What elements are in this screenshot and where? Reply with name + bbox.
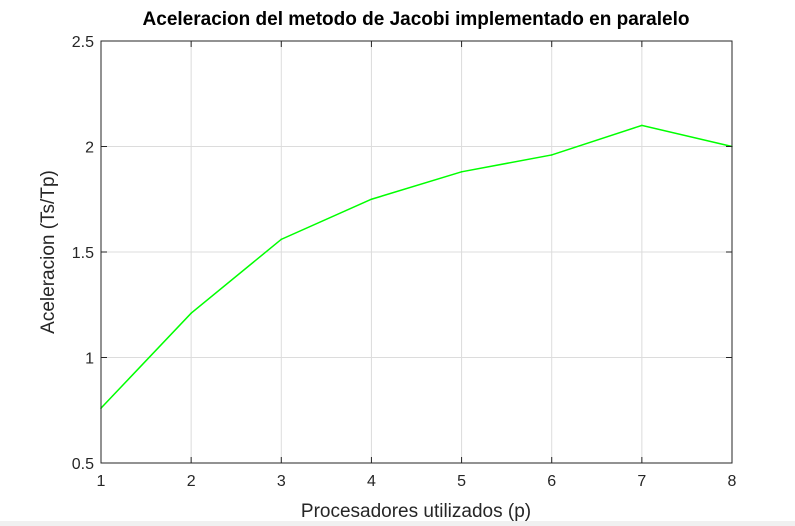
- x-tick-label: 6: [547, 473, 556, 490]
- data-point: [370, 198, 373, 201]
- data-point: [460, 171, 463, 173]
- x-tick-label: 2: [187, 473, 196, 490]
- y-tick-label: 0.5: [72, 456, 94, 473]
- data-point: [641, 124, 643, 127]
- x-tick-labels: 1 2 3 4 5 6 7 8: [97, 473, 737, 490]
- series-line: [100, 124, 733, 409]
- x-tick-label: 3: [277, 473, 286, 490]
- x-tick-label: 5: [457, 473, 466, 490]
- x-tick-label: 1: [97, 473, 106, 490]
- ticks: [100, 40, 733, 464]
- y-axis-label: Aceleracion (Ts/Tp): [38, 170, 59, 334]
- x-tick-label: 8: [728, 473, 737, 490]
- x-axis-label: Procesadores utilizados (p): [301, 501, 531, 521]
- y-tick-labels: 0.5 1 1.5 2 2.5: [72, 34, 94, 473]
- y-tick-label: 1.5: [72, 245, 94, 262]
- y-tick-label: 1: [85, 351, 94, 368]
- y-tick-label: 2.5: [72, 34, 94, 51]
- x-tick-label: 7: [637, 473, 646, 490]
- data-point: [190, 312, 192, 314]
- chart-title: Aceleracion del metodo de Jacobi impleme…: [143, 9, 690, 30]
- y-tick-label: 2: [85, 140, 94, 157]
- data-point: [550, 154, 553, 156]
- data-point: [280, 238, 283, 241]
- x-tick-label: 4: [367, 473, 376, 490]
